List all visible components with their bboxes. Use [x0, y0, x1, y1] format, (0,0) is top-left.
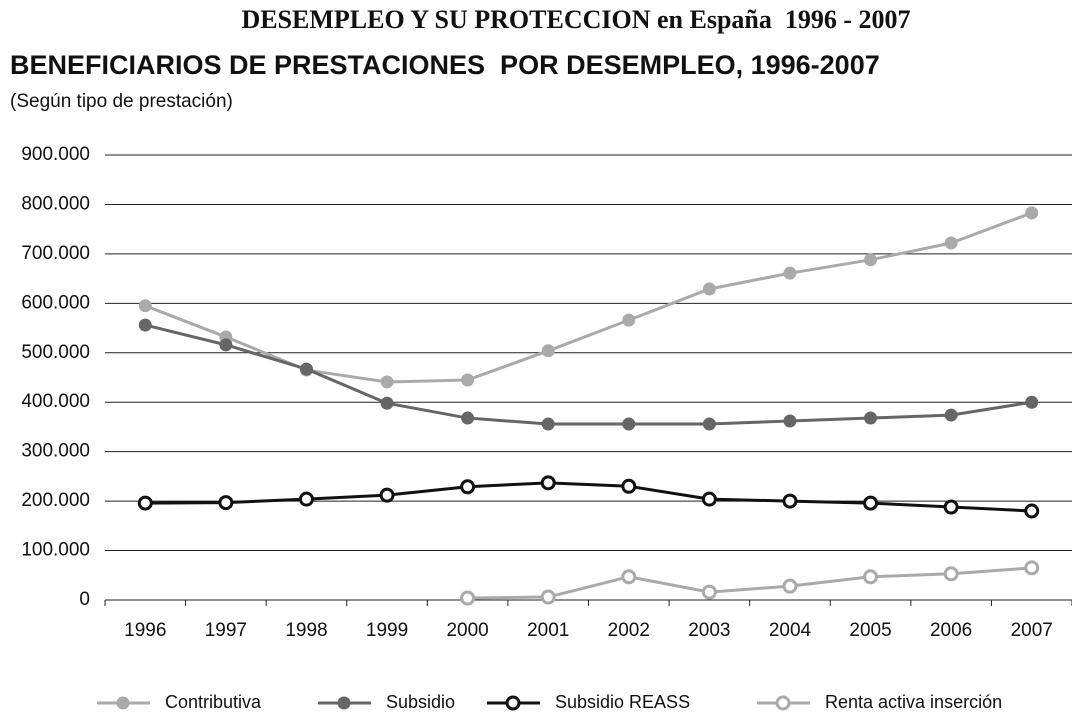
x-tick-label: 1998 [285, 620, 327, 641]
data-point [783, 414, 797, 428]
data-point [782, 493, 798, 509]
x-tick-label: 2007 [1011, 620, 1053, 641]
y-tick-label: 300.000 [21, 441, 90, 462]
y-tick-label: 500.000 [21, 342, 90, 363]
data-point [782, 578, 798, 594]
y-tick-label: 200.000 [21, 490, 90, 511]
data-point [1025, 206, 1039, 220]
y-tick-label: 900.000 [21, 144, 90, 165]
data-point [702, 282, 716, 296]
x-tick-label: 2006 [930, 620, 972, 641]
data-point [943, 499, 959, 515]
data-point [1025, 395, 1039, 409]
data-point [864, 253, 878, 267]
y-tick-label: 400.000 [21, 391, 90, 412]
data-point [701, 584, 717, 600]
data-point [541, 344, 555, 358]
data-point [943, 566, 959, 582]
x-tick-label: 1999 [366, 620, 408, 641]
legend-marker [337, 696, 351, 710]
data-point [380, 396, 394, 410]
data-point [540, 475, 556, 491]
data-point [218, 495, 234, 511]
data-point [460, 479, 476, 495]
data-point [1024, 560, 1040, 576]
legend-marker [775, 695, 791, 711]
data-point [701, 491, 717, 507]
x-tick-label: 2005 [849, 620, 891, 641]
legend-label: Contributiva [165, 692, 262, 712]
data-point [864, 411, 878, 425]
series-line [144, 211, 1033, 384]
x-tick-label: 2000 [446, 620, 488, 641]
data-point [540, 589, 556, 605]
y-tick-label: 600.000 [21, 292, 90, 313]
data-point [944, 408, 958, 422]
chart-title: DESEMPLEO Y SU PROTECCION en España 1996… [241, 5, 910, 34]
data-point [379, 487, 395, 503]
data-point [1024, 503, 1040, 519]
y-tick-label: 0 [79, 589, 90, 610]
data-point [461, 411, 475, 425]
data-point [380, 375, 394, 389]
data-point [138, 318, 152, 332]
x-tick-label: 2003 [688, 620, 730, 641]
data-point [299, 362, 313, 376]
x-tick-label: 2004 [769, 620, 812, 641]
x-tick-label: 1997 [205, 620, 247, 641]
data-point [622, 417, 636, 431]
data-point [621, 478, 637, 494]
legend-label: Subsidio REASS [555, 692, 690, 712]
x-tick-label: 2002 [608, 620, 650, 641]
x-tick-label: 1996 [124, 620, 166, 641]
data-point [783, 266, 797, 280]
data-point [137, 495, 153, 511]
legend-marker [116, 696, 130, 710]
series-line [467, 566, 1032, 600]
y-tick-label: 700.000 [21, 243, 90, 264]
series-line [145, 481, 1032, 513]
data-point [863, 495, 879, 511]
data-point [622, 313, 636, 327]
data-point [702, 417, 716, 431]
x-tick-label: 2001 [527, 620, 569, 641]
data-point [461, 373, 475, 387]
chart-note: (Según tipo de prestación) [10, 91, 233, 112]
data-point [541, 417, 555, 431]
data-point [298, 491, 314, 507]
data-point [944, 236, 958, 250]
series-line [144, 323, 1032, 426]
legend-marker [505, 695, 521, 711]
legend-label: Renta activa inserción [825, 692, 1002, 712]
y-tick-label: 100.000 [21, 540, 90, 561]
data-point [138, 299, 152, 313]
y-tick-label: 800.000 [21, 193, 90, 214]
chart-subtitle: BENEFICIARIOS DE PRESTACIONES POR DESEMP… [10, 50, 880, 80]
data-point [460, 590, 476, 606]
data-point [219, 338, 233, 352]
legend-label: Subsidio [386, 692, 455, 712]
data-point [621, 569, 637, 585]
data-point [863, 569, 879, 585]
